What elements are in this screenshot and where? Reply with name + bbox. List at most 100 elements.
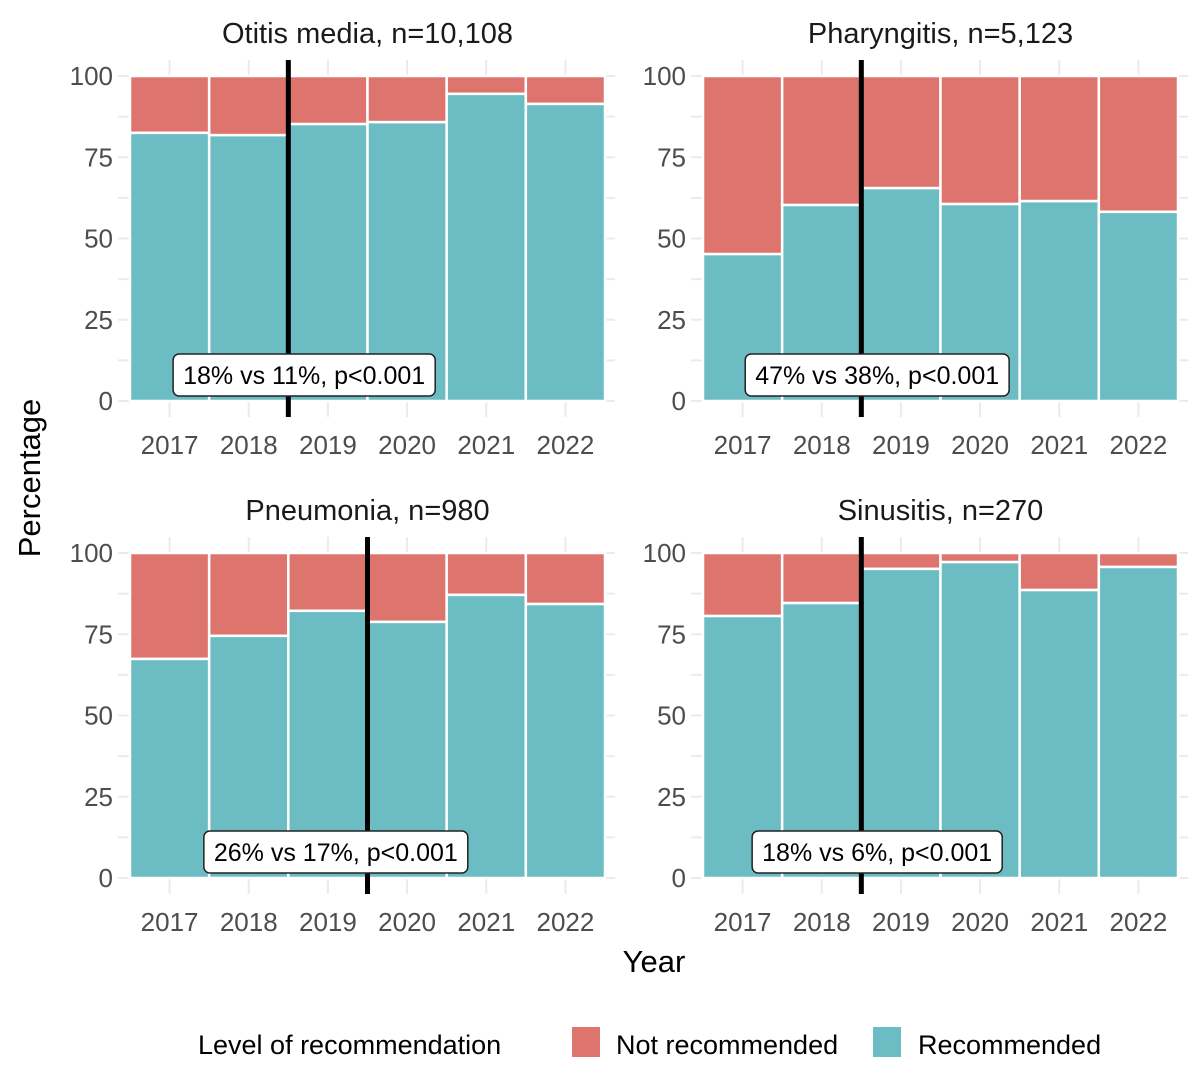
y-axis-title: Percentage bbox=[12, 399, 47, 558]
annotation-box bbox=[172, 353, 436, 397]
x-tick-label: 2017 bbox=[714, 907, 772, 937]
annotation-text: 18% vs 6%, p<0.001 bbox=[762, 839, 992, 867]
legend-key-not-recommended bbox=[572, 1027, 600, 1057]
y-tick-label: 50 bbox=[84, 701, 113, 731]
bar-not-recommended-2021 bbox=[1018, 74, 1101, 203]
x-tick-label: 2020 bbox=[378, 907, 436, 937]
bar-not-recommended-2018 bbox=[207, 551, 290, 638]
y-tick-label: 25 bbox=[84, 305, 113, 335]
x-tick-label: 2019 bbox=[872, 430, 930, 460]
bar-not-recommended-2019 bbox=[287, 74, 369, 126]
panel-title: Pharyngitis, n=5,123 bbox=[808, 18, 1073, 50]
annotation-text: 26% vs 17%, p<0.001 bbox=[214, 839, 458, 867]
y-tick-label: 100 bbox=[643, 61, 686, 91]
bar-not-recommended-2020 bbox=[366, 551, 448, 624]
bar-recommended-2017 bbox=[128, 657, 211, 880]
x-tick-label: 2021 bbox=[1030, 907, 1088, 937]
bar-not-recommended-2022 bbox=[524, 551, 607, 606]
y-tick-label: 25 bbox=[657, 782, 686, 812]
bar-not-recommended-2019 bbox=[860, 74, 942, 190]
x-tick-label: 2018 bbox=[220, 430, 278, 460]
bar-not-recommended-2018 bbox=[780, 551, 863, 605]
bar-not-recommended-2021 bbox=[445, 74, 528, 96]
x-tick-label: 2017 bbox=[714, 430, 772, 460]
y-tick-label: 75 bbox=[84, 619, 113, 649]
bar-not-recommended-2021 bbox=[1018, 551, 1101, 592]
panel-title: Otitis media, n=10,108 bbox=[222, 18, 513, 50]
panel-title: Pneumonia, n=980 bbox=[245, 495, 489, 527]
y-tick-label: 50 bbox=[84, 224, 113, 254]
bar-not-recommended-2020 bbox=[939, 74, 1021, 206]
panel-2: Pharyngitis, n=5,123 0 25 50 75 100 2017 2018 20… bbox=[643, 18, 1188, 460]
x-tick-label: 2022 bbox=[1109, 430, 1167, 460]
y-tick-label: 100 bbox=[70, 538, 113, 568]
x-tick-label: 2022 bbox=[536, 907, 594, 937]
panel-3: Pneumonia, n=980 0 25 50 75 100 2017 2018 2019 20… bbox=[70, 495, 615, 937]
bar-not-recommended-2018 bbox=[780, 74, 863, 207]
annotation-label: 18% vs 11%, p<0.001 bbox=[172, 353, 436, 397]
bar-recommended-2022 bbox=[524, 602, 607, 880]
annotation-label: 47% vs 38%, p<0.001 bbox=[744, 353, 1010, 397]
bar-recommended-2021 bbox=[445, 92, 528, 403]
x-tick-label: 2020 bbox=[378, 430, 436, 460]
annotation-label: 26% vs 17%, p<0.001 bbox=[203, 830, 469, 874]
x-tick-label: 2020 bbox=[951, 907, 1009, 937]
bar-not-recommended-2019 bbox=[287, 551, 369, 613]
bar-recommended-2022 bbox=[1097, 210, 1180, 403]
y-tick-label: 0 bbox=[672, 863, 686, 893]
bar-recommended-2022 bbox=[1097, 565, 1180, 880]
annotation-box bbox=[203, 830, 469, 874]
panel-4: Sinusitis, n=270 0 25 50 75 100 2017 2018 2019 20… bbox=[643, 495, 1188, 937]
bar-recommended-2019 bbox=[860, 567, 942, 880]
x-tick-label: 2018 bbox=[220, 907, 278, 937]
bar-not-recommended-2017 bbox=[128, 74, 211, 135]
bar-not-recommended-2021 bbox=[445, 551, 528, 597]
y-tick-label: 50 bbox=[657, 224, 686, 254]
bar-not-recommended-2017 bbox=[701, 551, 784, 618]
bar-recommended-2021 bbox=[1018, 199, 1101, 403]
annotation-text: 47% vs 38%, p<0.001 bbox=[755, 362, 999, 390]
bar-recommended-2022 bbox=[524, 102, 607, 403]
x-axis-title: Year bbox=[623, 944, 686, 979]
bar-not-recommended-2018 bbox=[207, 74, 290, 137]
x-tick-label: 2019 bbox=[872, 907, 930, 937]
annotation-box bbox=[744, 353, 1010, 397]
x-tick-label: 2020 bbox=[951, 430, 1009, 460]
annotation-label: 18% vs 6%, p<0.001 bbox=[751, 830, 1003, 874]
bar-not-recommended-2022 bbox=[1097, 74, 1180, 214]
annotation-text: 18% vs 11%, p<0.001 bbox=[183, 362, 425, 390]
bar-not-recommended-2019 bbox=[860, 551, 942, 571]
x-tick-label: 2018 bbox=[793, 430, 851, 460]
x-tick-label: 2018 bbox=[793, 907, 851, 937]
bar-not-recommended-2020 bbox=[366, 74, 448, 124]
bar-not-recommended-2022 bbox=[1097, 551, 1180, 569]
bar-not-recommended-2022 bbox=[524, 74, 607, 106]
x-tick-label: 2021 bbox=[1030, 430, 1088, 460]
y-tick-label: 25 bbox=[657, 305, 686, 335]
x-tick-label: 2021 bbox=[457, 907, 515, 937]
x-tick-label: 2017 bbox=[141, 907, 199, 937]
x-tick-label: 2017 bbox=[141, 430, 199, 460]
y-tick-label: 0 bbox=[99, 386, 113, 416]
y-tick-label: 0 bbox=[672, 386, 686, 416]
y-tick-label: 100 bbox=[70, 61, 113, 91]
legend-title: Level of recommendation bbox=[198, 1030, 501, 1060]
bar-not-recommended-2020 bbox=[939, 551, 1021, 564]
panel-title: Sinusitis, n=270 bbox=[838, 495, 1044, 527]
x-tick-label: 2019 bbox=[299, 430, 357, 460]
y-tick-label: 75 bbox=[657, 142, 686, 172]
y-tick-label: 25 bbox=[84, 782, 113, 812]
legend: Level of recommendation Not recommended … bbox=[198, 1027, 1101, 1060]
bar-not-recommended-2017 bbox=[128, 551, 211, 661]
x-tick-label: 2021 bbox=[457, 430, 515, 460]
y-tick-label: 100 bbox=[643, 538, 686, 568]
bar-recommended-2021 bbox=[1018, 588, 1101, 880]
x-tick-label: 2022 bbox=[536, 430, 594, 460]
y-tick-label: 75 bbox=[84, 142, 113, 172]
y-tick-label: 50 bbox=[657, 701, 686, 731]
annotation-box bbox=[751, 830, 1003, 874]
y-tick-label: 0 bbox=[99, 863, 113, 893]
x-tick-label: 2022 bbox=[1109, 907, 1167, 937]
panel-1: Otitis media, n=10,108 0 25 50 75 100 2017 2018… bbox=[70, 18, 615, 460]
